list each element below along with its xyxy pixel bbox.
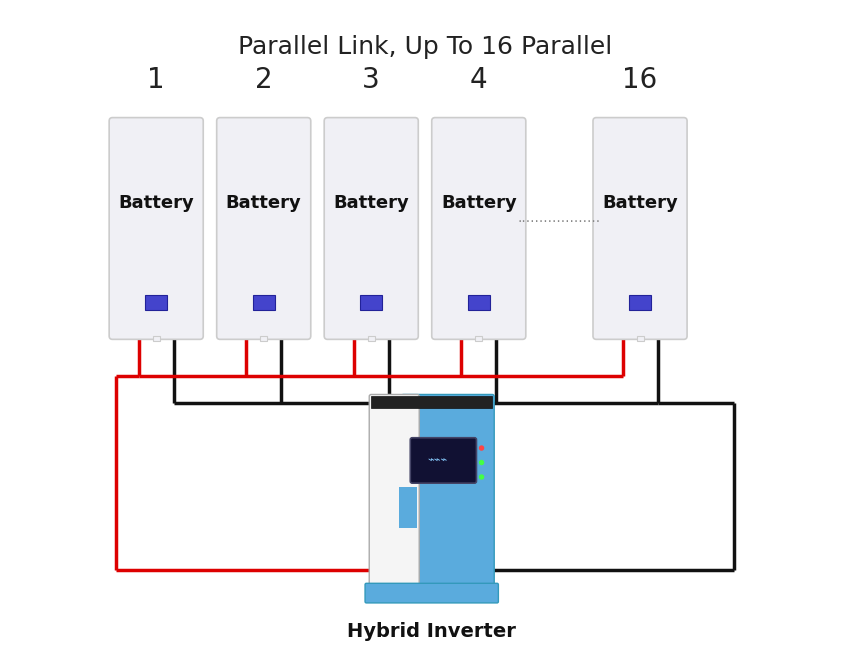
Bar bbox=[629, 295, 651, 310]
Bar bbox=[371, 396, 492, 408]
Bar bbox=[637, 336, 643, 341]
Circle shape bbox=[479, 446, 484, 450]
FancyBboxPatch shape bbox=[365, 583, 498, 603]
Text: Battery: Battery bbox=[226, 194, 302, 212]
Text: 4: 4 bbox=[470, 66, 488, 94]
Bar bbox=[475, 336, 482, 341]
FancyBboxPatch shape bbox=[217, 118, 311, 339]
Text: Battery: Battery bbox=[602, 194, 678, 212]
Circle shape bbox=[479, 460, 484, 464]
Text: 3: 3 bbox=[362, 66, 380, 94]
Bar bbox=[360, 295, 382, 310]
Circle shape bbox=[479, 475, 484, 479]
Bar bbox=[399, 487, 417, 528]
Text: ...................: ................... bbox=[518, 211, 601, 224]
Text: Battery: Battery bbox=[441, 194, 517, 212]
Bar bbox=[145, 295, 167, 310]
Text: Battery: Battery bbox=[333, 194, 409, 212]
Text: 2: 2 bbox=[255, 66, 273, 94]
FancyBboxPatch shape bbox=[369, 394, 419, 587]
FancyBboxPatch shape bbox=[432, 118, 526, 339]
FancyBboxPatch shape bbox=[324, 118, 418, 339]
FancyBboxPatch shape bbox=[411, 437, 477, 483]
Text: Parallel Link, Up To 16 Parallel: Parallel Link, Up To 16 Parallel bbox=[238, 35, 612, 59]
Bar bbox=[252, 295, 275, 310]
Bar bbox=[368, 336, 375, 341]
Text: Hybrid Inverter: Hybrid Inverter bbox=[348, 622, 516, 640]
Text: ⌁⌁⌁: ⌁⌁⌁ bbox=[427, 456, 447, 466]
Bar bbox=[260, 336, 267, 341]
Bar bbox=[153, 336, 160, 341]
Text: Battery: Battery bbox=[118, 194, 194, 212]
FancyBboxPatch shape bbox=[593, 118, 687, 339]
FancyBboxPatch shape bbox=[401, 394, 494, 587]
Text: 16: 16 bbox=[622, 66, 658, 94]
Text: 1: 1 bbox=[147, 66, 165, 94]
Bar bbox=[468, 295, 490, 310]
FancyBboxPatch shape bbox=[109, 118, 203, 339]
